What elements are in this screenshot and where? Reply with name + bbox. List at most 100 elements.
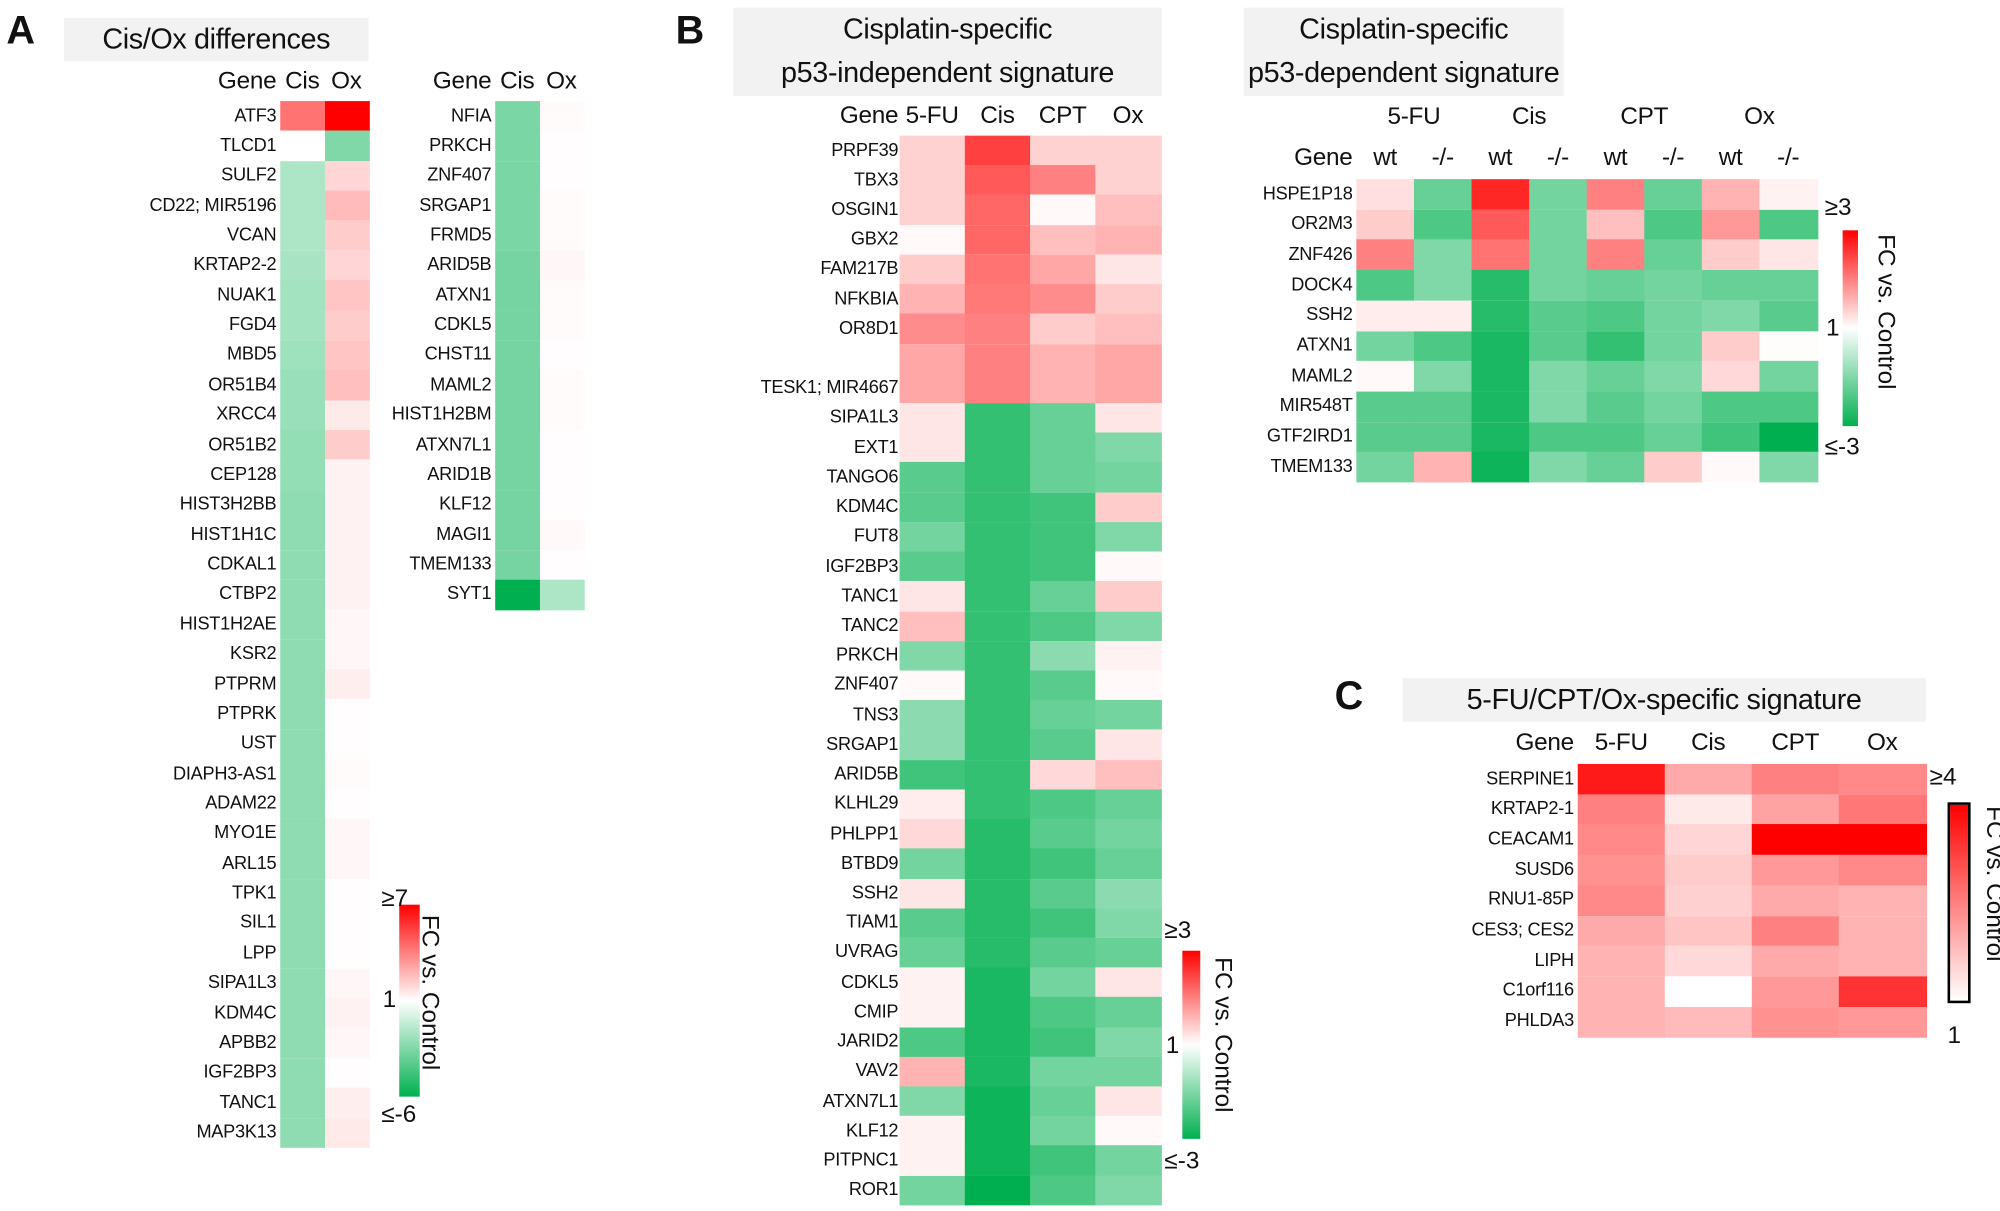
heatmap-cell <box>1095 581 1162 612</box>
heatmap-cell <box>324 1028 370 1059</box>
column-header: Ox <box>331 67 362 95</box>
heatmap-cell <box>1356 330 1415 362</box>
heatmap-cell <box>280 430 326 461</box>
row-label: TANGO6 <box>826 466 899 488</box>
row-label: CMIP <box>853 1001 899 1023</box>
heatmap-cell <box>964 729 1031 761</box>
row-label: OR8D1 <box>839 318 899 339</box>
heatmap-cell <box>324 459 370 491</box>
heatmap-cell <box>1413 330 1473 362</box>
heatmap-cell <box>1529 452 1588 484</box>
heatmap-cell <box>1413 452 1473 484</box>
heatmap-cell <box>1356 452 1415 484</box>
heatmap-cell <box>1701 239 1761 271</box>
heatmap-cell <box>1759 239 1818 271</box>
heatmap-cell <box>539 310 585 341</box>
heatmap-cell <box>324 280 370 312</box>
heatmap-cell <box>1759 330 1818 362</box>
row-label: TANC1 <box>841 585 899 607</box>
heatmap-cell <box>1030 1175 1096 1206</box>
heatmap-cell <box>1838 885 1927 917</box>
heatmap-cell <box>1577 976 1666 1008</box>
heatmap-cell <box>1030 908 1096 939</box>
heatmap-cell <box>1030 789 1096 820</box>
heatmap-cell <box>280 908 326 940</box>
heatmap-cell <box>899 967 966 998</box>
row-label: CDKL5 <box>434 314 492 336</box>
row-header-gene: Gene <box>217 67 277 95</box>
heatmap-cell <box>899 1056 966 1088</box>
heatmap-cell <box>1577 824 1666 856</box>
colorbar-title: FC vs. Control <box>1872 234 1899 390</box>
heatmap-cell <box>1471 300 1530 332</box>
row-label: ARID5B <box>834 764 899 785</box>
heatmap-cell <box>1529 330 1588 362</box>
heatmap-cell <box>1838 976 1927 1008</box>
row-label: SIL1 <box>240 912 277 934</box>
heatmap-cell <box>964 878 1031 909</box>
heatmap-cell <box>1759 361 1818 393</box>
heatmap-cell <box>964 967 1031 998</box>
heatmap-cell <box>324 818 370 850</box>
heatmap-cell <box>1838 945 1927 977</box>
heatmap-cell <box>280 968 326 999</box>
heatmap-cell <box>899 1026 966 1058</box>
colorbar-max-label: ≥3 <box>1164 917 1192 945</box>
heatmap-cell <box>1095 1145 1162 1177</box>
colorbar <box>1842 230 1858 427</box>
heatmap-cell <box>1577 885 1666 917</box>
heatmap-cell <box>1030 313 1096 345</box>
heatmap-cell <box>324 998 370 1029</box>
heatmap-cell <box>899 432 966 464</box>
heatmap-cell <box>899 343 966 404</box>
heatmap-cell <box>1577 854 1666 886</box>
heatmap-cell <box>324 1117 370 1149</box>
heatmap-cell <box>1471 330 1530 362</box>
heatmap-cell <box>1413 270 1473 302</box>
heatmap-cell <box>1471 239 1530 271</box>
heatmap-cell <box>964 789 1031 820</box>
column-header: wt <box>1718 144 1743 172</box>
heatmap-cell <box>1095 492 1162 523</box>
heatmap-cell <box>1529 361 1588 393</box>
heatmap-cell <box>1030 848 1096 880</box>
heatmap-cell <box>1095 997 1162 1028</box>
heatmap-cell <box>1664 915 1753 947</box>
heatmap-cell <box>280 549 326 581</box>
heatmap-cell <box>1701 270 1761 302</box>
row-label: IGF2BP3 <box>825 556 899 577</box>
heatmap-cell <box>324 968 370 999</box>
heatmap-cell <box>539 549 585 581</box>
heatmap-cell <box>1030 878 1096 909</box>
row-label: ZNF407 <box>834 674 899 696</box>
row-label: UVRAG <box>834 942 899 963</box>
heatmap-cell <box>1356 270 1415 302</box>
heatmap-cell <box>1030 997 1096 1028</box>
heatmap-cell <box>899 1086 966 1117</box>
row-label: TBX3 <box>853 169 899 191</box>
column-header: Ox <box>546 67 577 95</box>
row-label: ATXN1 <box>1296 335 1353 356</box>
heatmap-cell <box>1095 967 1162 998</box>
heatmap-cell <box>964 1175 1031 1206</box>
heatmap-cell <box>964 700 1031 731</box>
heatmap-cell <box>1759 300 1818 332</box>
heatmap-cell <box>1095 759 1162 790</box>
colorbar-max-label: ≥4 <box>1929 763 1957 791</box>
heatmap-cell <box>964 492 1031 523</box>
heatmap-cell <box>324 1087 370 1119</box>
heatmap-cell <box>1030 967 1096 998</box>
heatmap-cell <box>1701 330 1761 362</box>
heatmap-cell <box>964 908 1031 939</box>
heatmap-cell <box>1471 361 1530 393</box>
row-label: OSGIN1 <box>831 199 899 221</box>
heatmap-cell <box>1577 1006 1666 1038</box>
heatmap-cell <box>1030 165 1096 196</box>
heatmap-cell <box>1030 462 1096 493</box>
heatmap-cell <box>964 521 1031 553</box>
heatmap-cell <box>1413 421 1473 453</box>
colorbar-min-label: ≤-6 <box>381 1101 417 1129</box>
heatmap-cell <box>280 101 326 132</box>
heatmap-cell <box>1644 361 1703 393</box>
row-label: OR2M3 <box>1291 213 1353 235</box>
